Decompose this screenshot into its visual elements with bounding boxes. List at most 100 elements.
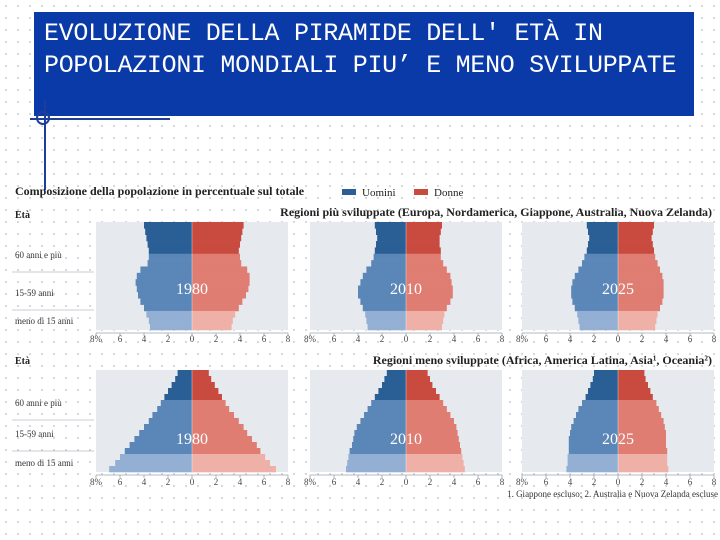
bar-men bbox=[347, 460, 406, 467]
x-tick-label: 2 bbox=[592, 477, 597, 487]
bar-men bbox=[366, 266, 406, 274]
bar-women bbox=[618, 370, 645, 377]
bar-men bbox=[134, 436, 192, 443]
bar-women bbox=[406, 448, 462, 455]
pyramid-year: 2025 bbox=[602, 281, 634, 298]
bar-men bbox=[148, 317, 192, 324]
x-tick-label: 0 bbox=[190, 334, 195, 344]
bar-women bbox=[406, 304, 447, 312]
pyramid-year: 2010 bbox=[390, 281, 422, 298]
x-tick-label: 8 bbox=[500, 334, 505, 344]
x-tick-label: 4 bbox=[568, 334, 573, 344]
bar-women bbox=[618, 394, 653, 401]
bar-women bbox=[618, 222, 654, 229]
bar-women bbox=[406, 228, 441, 236]
age-group-label: 60 anni e più bbox=[15, 398, 62, 408]
x-tick-label: 4 bbox=[356, 334, 361, 344]
legend-label-men: Uomini bbox=[362, 187, 396, 199]
bar-women bbox=[406, 260, 444, 267]
bar-women bbox=[192, 266, 248, 274]
bar-women bbox=[618, 430, 666, 437]
bar-men bbox=[157, 406, 192, 413]
x-tick-label: 6 bbox=[332, 477, 337, 487]
bar-men bbox=[374, 394, 406, 401]
bar-men bbox=[586, 247, 618, 255]
bar-men bbox=[346, 466, 406, 473]
bar-women bbox=[192, 430, 248, 437]
bar-women bbox=[406, 323, 442, 331]
bar-men bbox=[371, 260, 406, 267]
bar-women bbox=[192, 279, 250, 286]
age-group-label: meno di 15 anni bbox=[15, 458, 74, 468]
x-tick-label: 8 bbox=[712, 477, 717, 487]
bar-men bbox=[378, 388, 406, 395]
x-tick-label: 6 bbox=[118, 334, 123, 344]
bar-men bbox=[582, 400, 618, 407]
age-group-label: meno di 15 anni bbox=[15, 316, 74, 326]
bar-women bbox=[618, 247, 654, 255]
bar-men bbox=[376, 228, 406, 236]
bar-men bbox=[568, 448, 618, 455]
bar-men bbox=[349, 448, 406, 455]
bar-women bbox=[406, 400, 444, 407]
x-tick-label: 8 bbox=[712, 334, 717, 344]
bar-women bbox=[192, 466, 276, 473]
bar-women bbox=[192, 460, 270, 467]
x-tick-label: 2 bbox=[166, 334, 171, 344]
bar-men bbox=[584, 253, 618, 261]
bar-men bbox=[148, 253, 192, 261]
bar-women bbox=[406, 394, 440, 401]
bar-men bbox=[356, 424, 406, 431]
bar-women bbox=[406, 370, 428, 377]
legend-swatch-women bbox=[414, 189, 428, 195]
age-group-label: 15-59 anni bbox=[15, 429, 54, 439]
bar-women bbox=[618, 412, 662, 419]
bar-women bbox=[618, 266, 660, 274]
bar-women bbox=[618, 448, 668, 455]
bar-men bbox=[144, 304, 192, 312]
pyramid-year: 2010 bbox=[390, 431, 422, 448]
bar-men bbox=[573, 418, 618, 425]
bar-men bbox=[594, 370, 618, 377]
bar-women bbox=[192, 272, 250, 280]
bar-men bbox=[588, 241, 618, 248]
bar-women bbox=[618, 310, 658, 318]
decorative-circle bbox=[36, 111, 50, 125]
bar-men bbox=[358, 291, 406, 299]
bar-women bbox=[192, 304, 239, 312]
bar-women bbox=[192, 370, 209, 377]
bar-men bbox=[578, 317, 618, 324]
x-tick-label: 4 bbox=[568, 477, 573, 487]
bar-women bbox=[618, 376, 646, 383]
bar-men bbox=[371, 400, 406, 407]
bar-men bbox=[360, 298, 406, 305]
x-tick-label: 6 bbox=[118, 477, 123, 487]
x-tick-label: 4 bbox=[356, 477, 361, 487]
legend-swatch-men bbox=[342, 189, 356, 195]
x-tick-label: 4 bbox=[452, 477, 457, 487]
bar-women bbox=[192, 247, 239, 255]
bar-women bbox=[192, 234, 242, 242]
bar-women bbox=[618, 285, 664, 293]
bar-men bbox=[348, 454, 406, 461]
bar-men bbox=[115, 460, 192, 467]
bar-women bbox=[618, 466, 669, 473]
bar-men bbox=[571, 424, 618, 431]
bar-women bbox=[618, 400, 657, 407]
bar-men bbox=[382, 382, 406, 389]
bar-women bbox=[406, 285, 453, 293]
region-title: Regioni più sviluppate (Europa, Nordamer… bbox=[280, 205, 712, 219]
bar-women bbox=[406, 388, 436, 395]
bar-men bbox=[164, 394, 192, 401]
x-tick-label: 8 bbox=[286, 477, 291, 487]
x-tick-label: 8% bbox=[90, 477, 103, 487]
bar-men bbox=[352, 442, 406, 449]
x-tick-label: 8 bbox=[500, 477, 505, 487]
bar-women bbox=[192, 406, 230, 413]
bar-men bbox=[360, 418, 406, 425]
chart-title: Composizione della popolazione in percen… bbox=[15, 184, 305, 198]
x-tick-label: 2 bbox=[166, 477, 171, 487]
bar-women bbox=[192, 382, 215, 389]
bar-women bbox=[192, 323, 232, 331]
bar-men bbox=[120, 454, 192, 461]
